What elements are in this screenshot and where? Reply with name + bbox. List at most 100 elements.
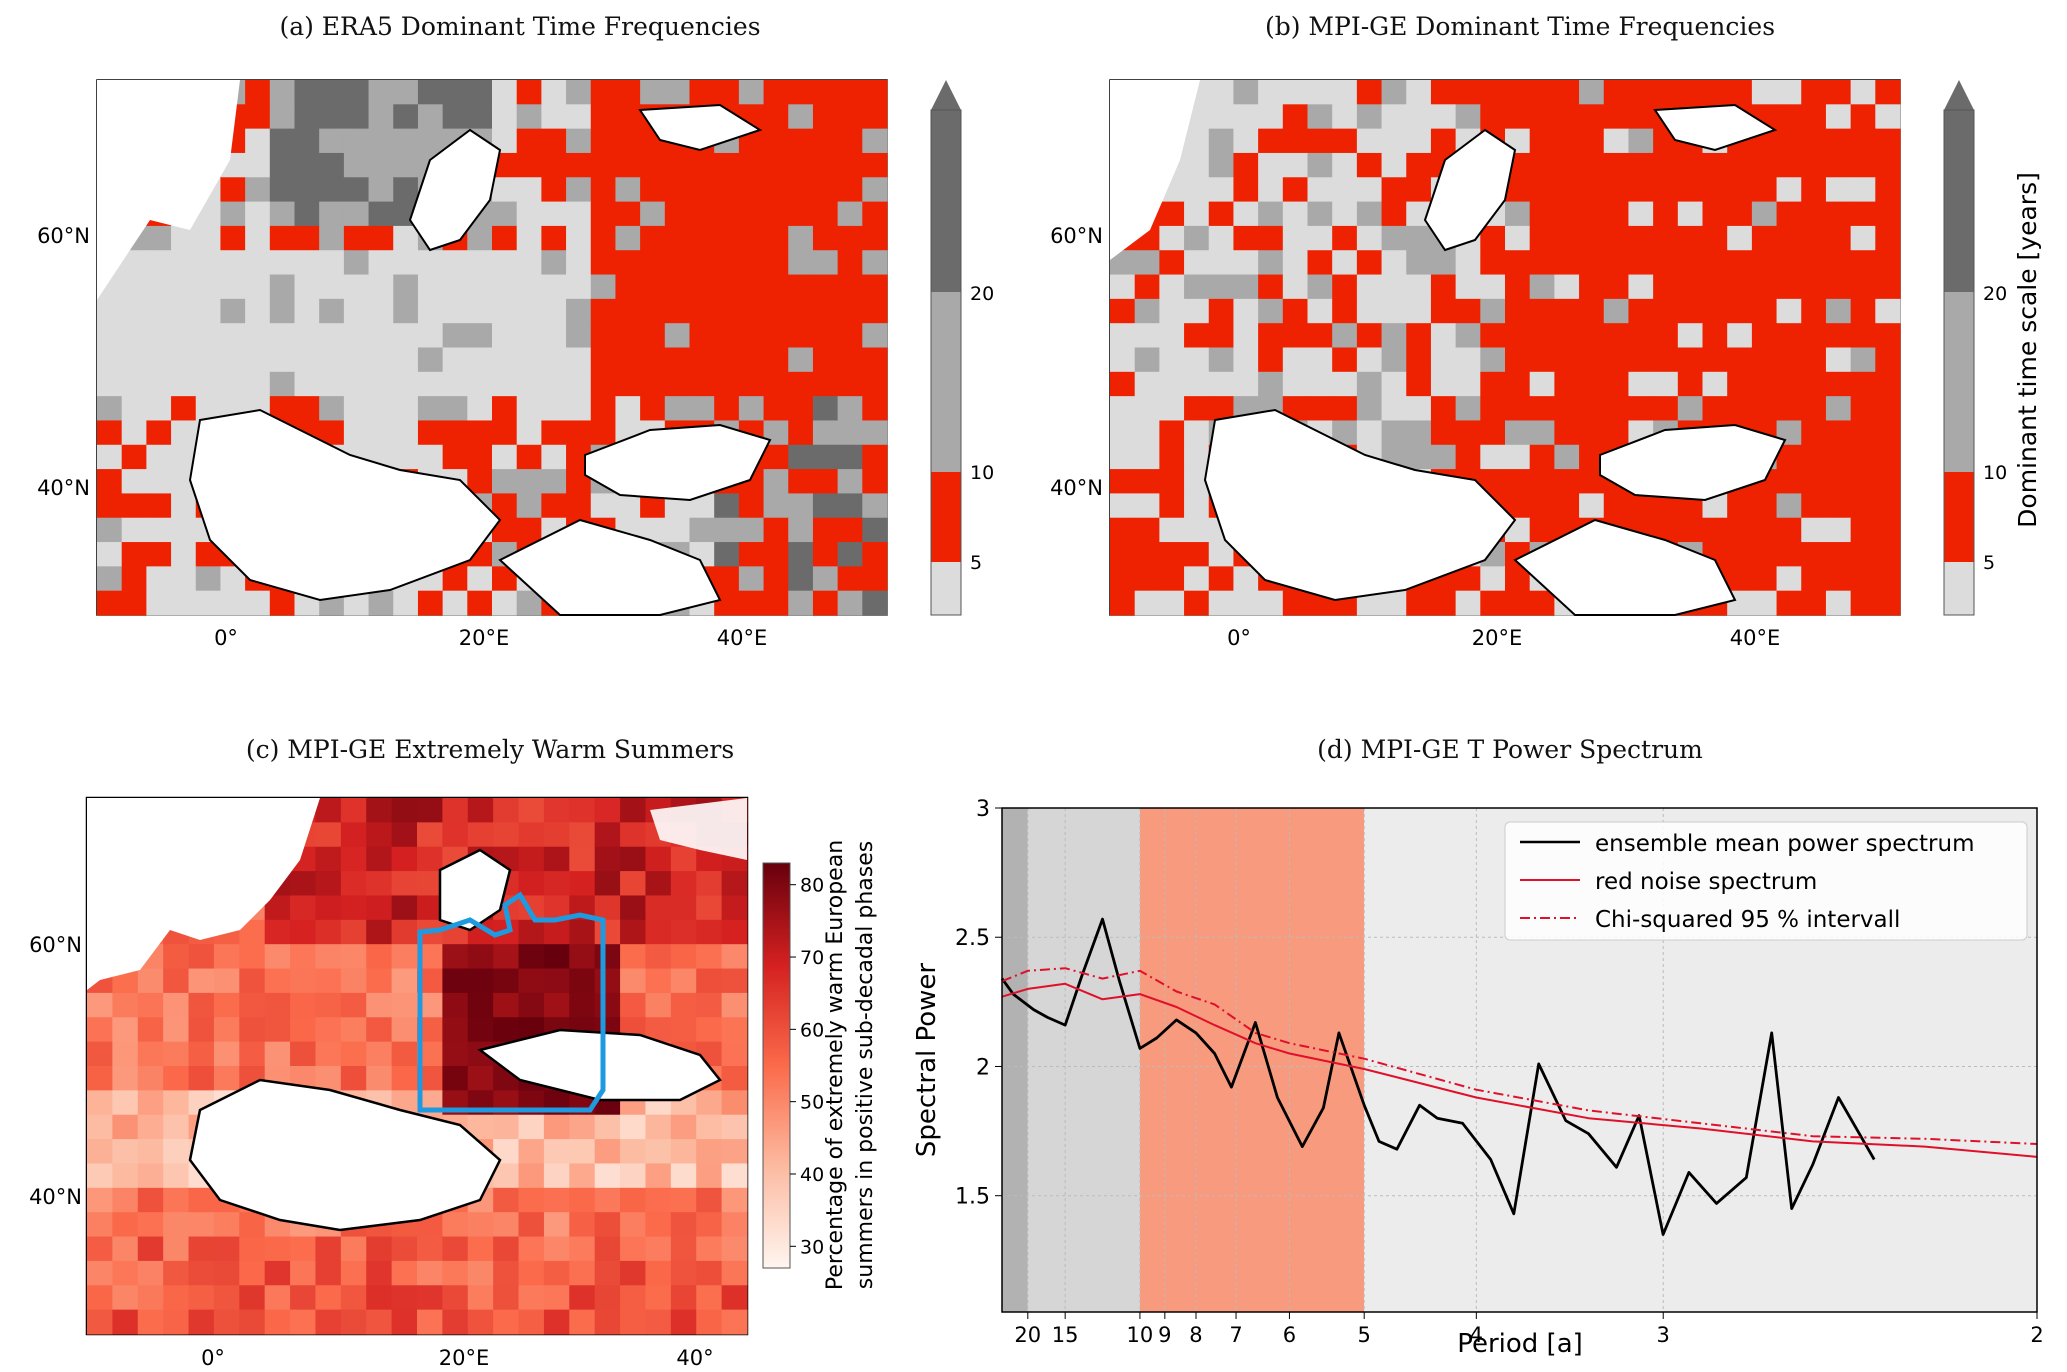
grid-cell [590, 80, 616, 105]
grid-cell [1406, 396, 1432, 421]
grid-cell [417, 420, 444, 446]
grid-cell [340, 846, 367, 872]
grid-cell [1208, 104, 1234, 130]
grid-cell [1603, 493, 1629, 519]
grid-cell [146, 371, 172, 397]
grid-cell [516, 177, 542, 203]
grid-cell [1875, 250, 1901, 276]
grid-cell [467, 1017, 494, 1043]
grid-cell [319, 274, 345, 300]
grid-cell [442, 298, 468, 324]
series-red-noise [1001, 982, 2038, 1158]
grid-cell [171, 347, 197, 373]
grid-cell [1110, 298, 1136, 324]
grid-cell [442, 396, 468, 421]
grid-cell [493, 1114, 520, 1140]
grid-cell [1554, 298, 1580, 324]
grid-cell [862, 177, 888, 203]
series-ensemble-mean [1000, 917, 1876, 1236]
y-axis-label: Spectral Power [912, 963, 942, 1158]
grid-cell [1776, 469, 1802, 494]
grid-cell [1579, 298, 1605, 324]
grid-cell [1282, 128, 1308, 154]
grid-cell [171, 420, 197, 446]
grid-cell [245, 323, 271, 348]
grid-cell [645, 1285, 672, 1311]
lat-tick-40: 40°N [37, 476, 90, 500]
grid-cell [615, 201, 641, 227]
grid-cell [721, 919, 748, 945]
grid-cell [417, 1309, 443, 1335]
grid-cell [1603, 323, 1629, 348]
grid-cell [516, 298, 542, 324]
grid-cell [569, 1309, 596, 1335]
grid-cell [1505, 80, 1531, 105]
grid-cell [417, 444, 444, 470]
grid-cell [188, 1260, 215, 1286]
grid-cell [1430, 420, 1457, 446]
grid-cell [269, 104, 295, 130]
grid-cell [812, 420, 839, 446]
grid-cell [812, 469, 839, 494]
grid-cell [1677, 80, 1703, 105]
grid-cell [366, 1260, 393, 1286]
grid-cell [1554, 177, 1580, 203]
grid-cell [1850, 517, 1876, 543]
grid-cell [1159, 517, 1185, 543]
grid-cell [518, 846, 545, 872]
grid-cell [195, 566, 221, 592]
grid-cell [1430, 444, 1457, 470]
grid-cell [97, 444, 123, 470]
grid-cell [1554, 104, 1580, 130]
grid-cell [738, 542, 765, 567]
grid-cell [1208, 274, 1234, 300]
grid-cell [393, 274, 419, 300]
grid-cell [146, 517, 172, 543]
grid-cell [146, 493, 172, 519]
grid-cell [1579, 323, 1605, 348]
grid-cell [1702, 225, 1728, 251]
grid-cell [213, 1285, 240, 1311]
grid-cell [1406, 104, 1432, 130]
grid-cell [1850, 80, 1876, 105]
grid-cell [541, 104, 567, 130]
study-region-outline [417, 891, 606, 1113]
grid-cell [171, 396, 197, 421]
colorbar-c-tick-label: 30 [800, 1236, 824, 1258]
panel-b-title: (b) MPI-GE Dominant Time Frequencies [1264, 12, 1776, 41]
grid-cell [812, 517, 839, 543]
grid-cell [163, 1041, 190, 1067]
grid-cell [467, 347, 493, 373]
grid-cell [163, 1017, 190, 1043]
grid-cell [315, 992, 342, 1018]
grid-cell [1875, 566, 1901, 592]
grid-cell [1825, 566, 1852, 592]
grid-cell [239, 1236, 266, 1262]
grid-cell [1801, 104, 1827, 130]
grid-cell [467, 225, 493, 251]
grid-cell [543, 1236, 570, 1262]
grid-cell [343, 80, 370, 105]
grid-cell [590, 323, 616, 348]
grid-cell [518, 1236, 545, 1262]
grid-cell [213, 1041, 240, 1067]
grid-cell [640, 225, 666, 251]
grid-cell [594, 992, 621, 1018]
grid-cell [714, 250, 740, 276]
grid-cell [1258, 80, 1284, 105]
grid-cell [245, 177, 271, 203]
grid-cell [1332, 323, 1358, 348]
grid-cell [391, 919, 418, 945]
x-tick-label: 2 [2030, 1323, 2043, 1347]
grid-cell [492, 274, 518, 300]
grid-cell [590, 128, 616, 154]
grid-cell [1529, 177, 1555, 203]
grid-cell [1184, 371, 1210, 397]
grid-cell [493, 944, 520, 970]
grid-cell [239, 968, 266, 994]
grid-cell [97, 298, 123, 324]
grid-cell [368, 80, 394, 105]
grid-cell [137, 1309, 164, 1335]
lon-tick-0: 0° [1227, 626, 1251, 650]
grid-cell [689, 298, 715, 324]
